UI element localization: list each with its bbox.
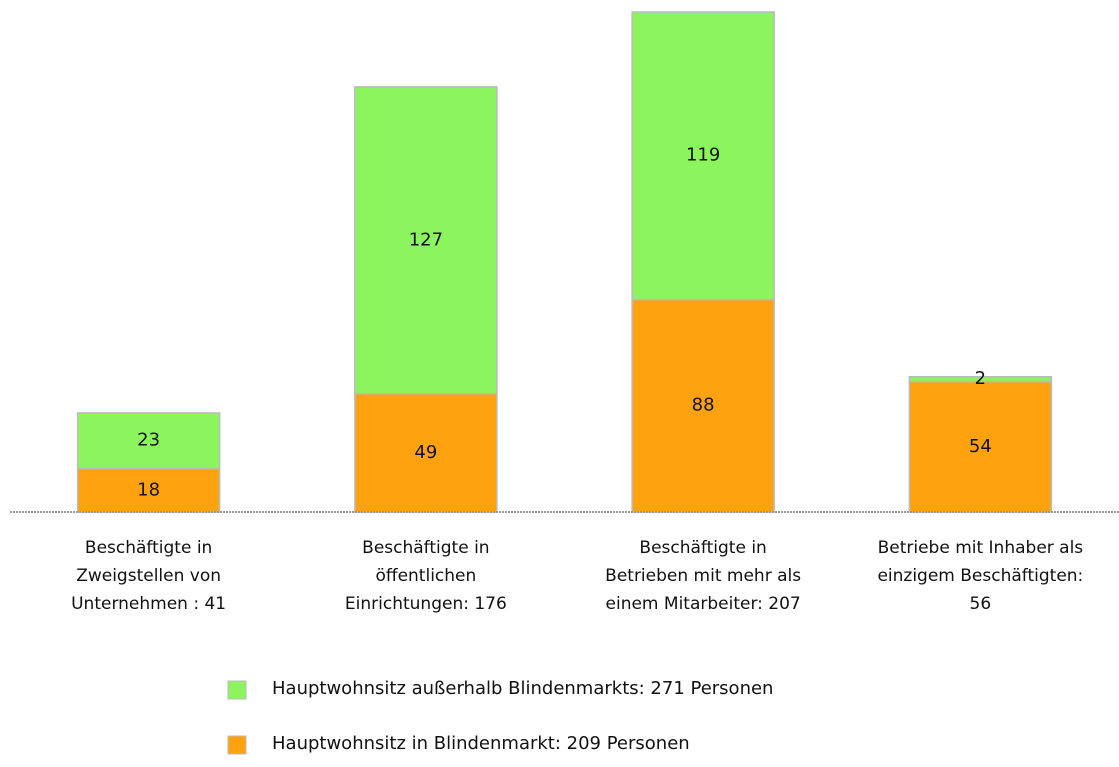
- data-label: 88: [692, 395, 715, 416]
- data-label: 127: [409, 229, 443, 250]
- data-label: 119: [686, 145, 720, 166]
- x-tick-label: Beschäftigte in Zweigstellen von Unterne…: [71, 538, 227, 614]
- bar-segment: [631, 11, 775, 301]
- bar-segment: [631, 298, 775, 513]
- x-tick-label: Beschäftigte in Betrieben mit mehr als e…: [605, 538, 802, 614]
- data-label: 2: [975, 368, 986, 389]
- legend-label: Hauptwohnsitz in Blindenmarkt: 209 Perso…: [272, 733, 690, 754]
- bar-segment: [76, 467, 221, 513]
- x-tick-label: Betriebe mit Inhaber als einzigem Beschä…: [877, 538, 1084, 614]
- legend-swatch: [227, 680, 247, 700]
- bar-segment: [76, 412, 221, 470]
- legend-swatch: [227, 735, 247, 755]
- data-label: 18: [137, 479, 160, 500]
- x-tick-label: Beschäftigte in öffentlichen Einrichtung…: [344, 538, 507, 614]
- bar-segment: [908, 375, 1053, 383]
- data-label: 49: [414, 442, 437, 463]
- legend-label: Hauptwohnsitz außerhalb Blindenmarkts: 2…: [272, 678, 774, 699]
- data-label: 54: [969, 436, 992, 457]
- bar-segment: [354, 86, 498, 395]
- data-label: 23: [137, 430, 160, 451]
